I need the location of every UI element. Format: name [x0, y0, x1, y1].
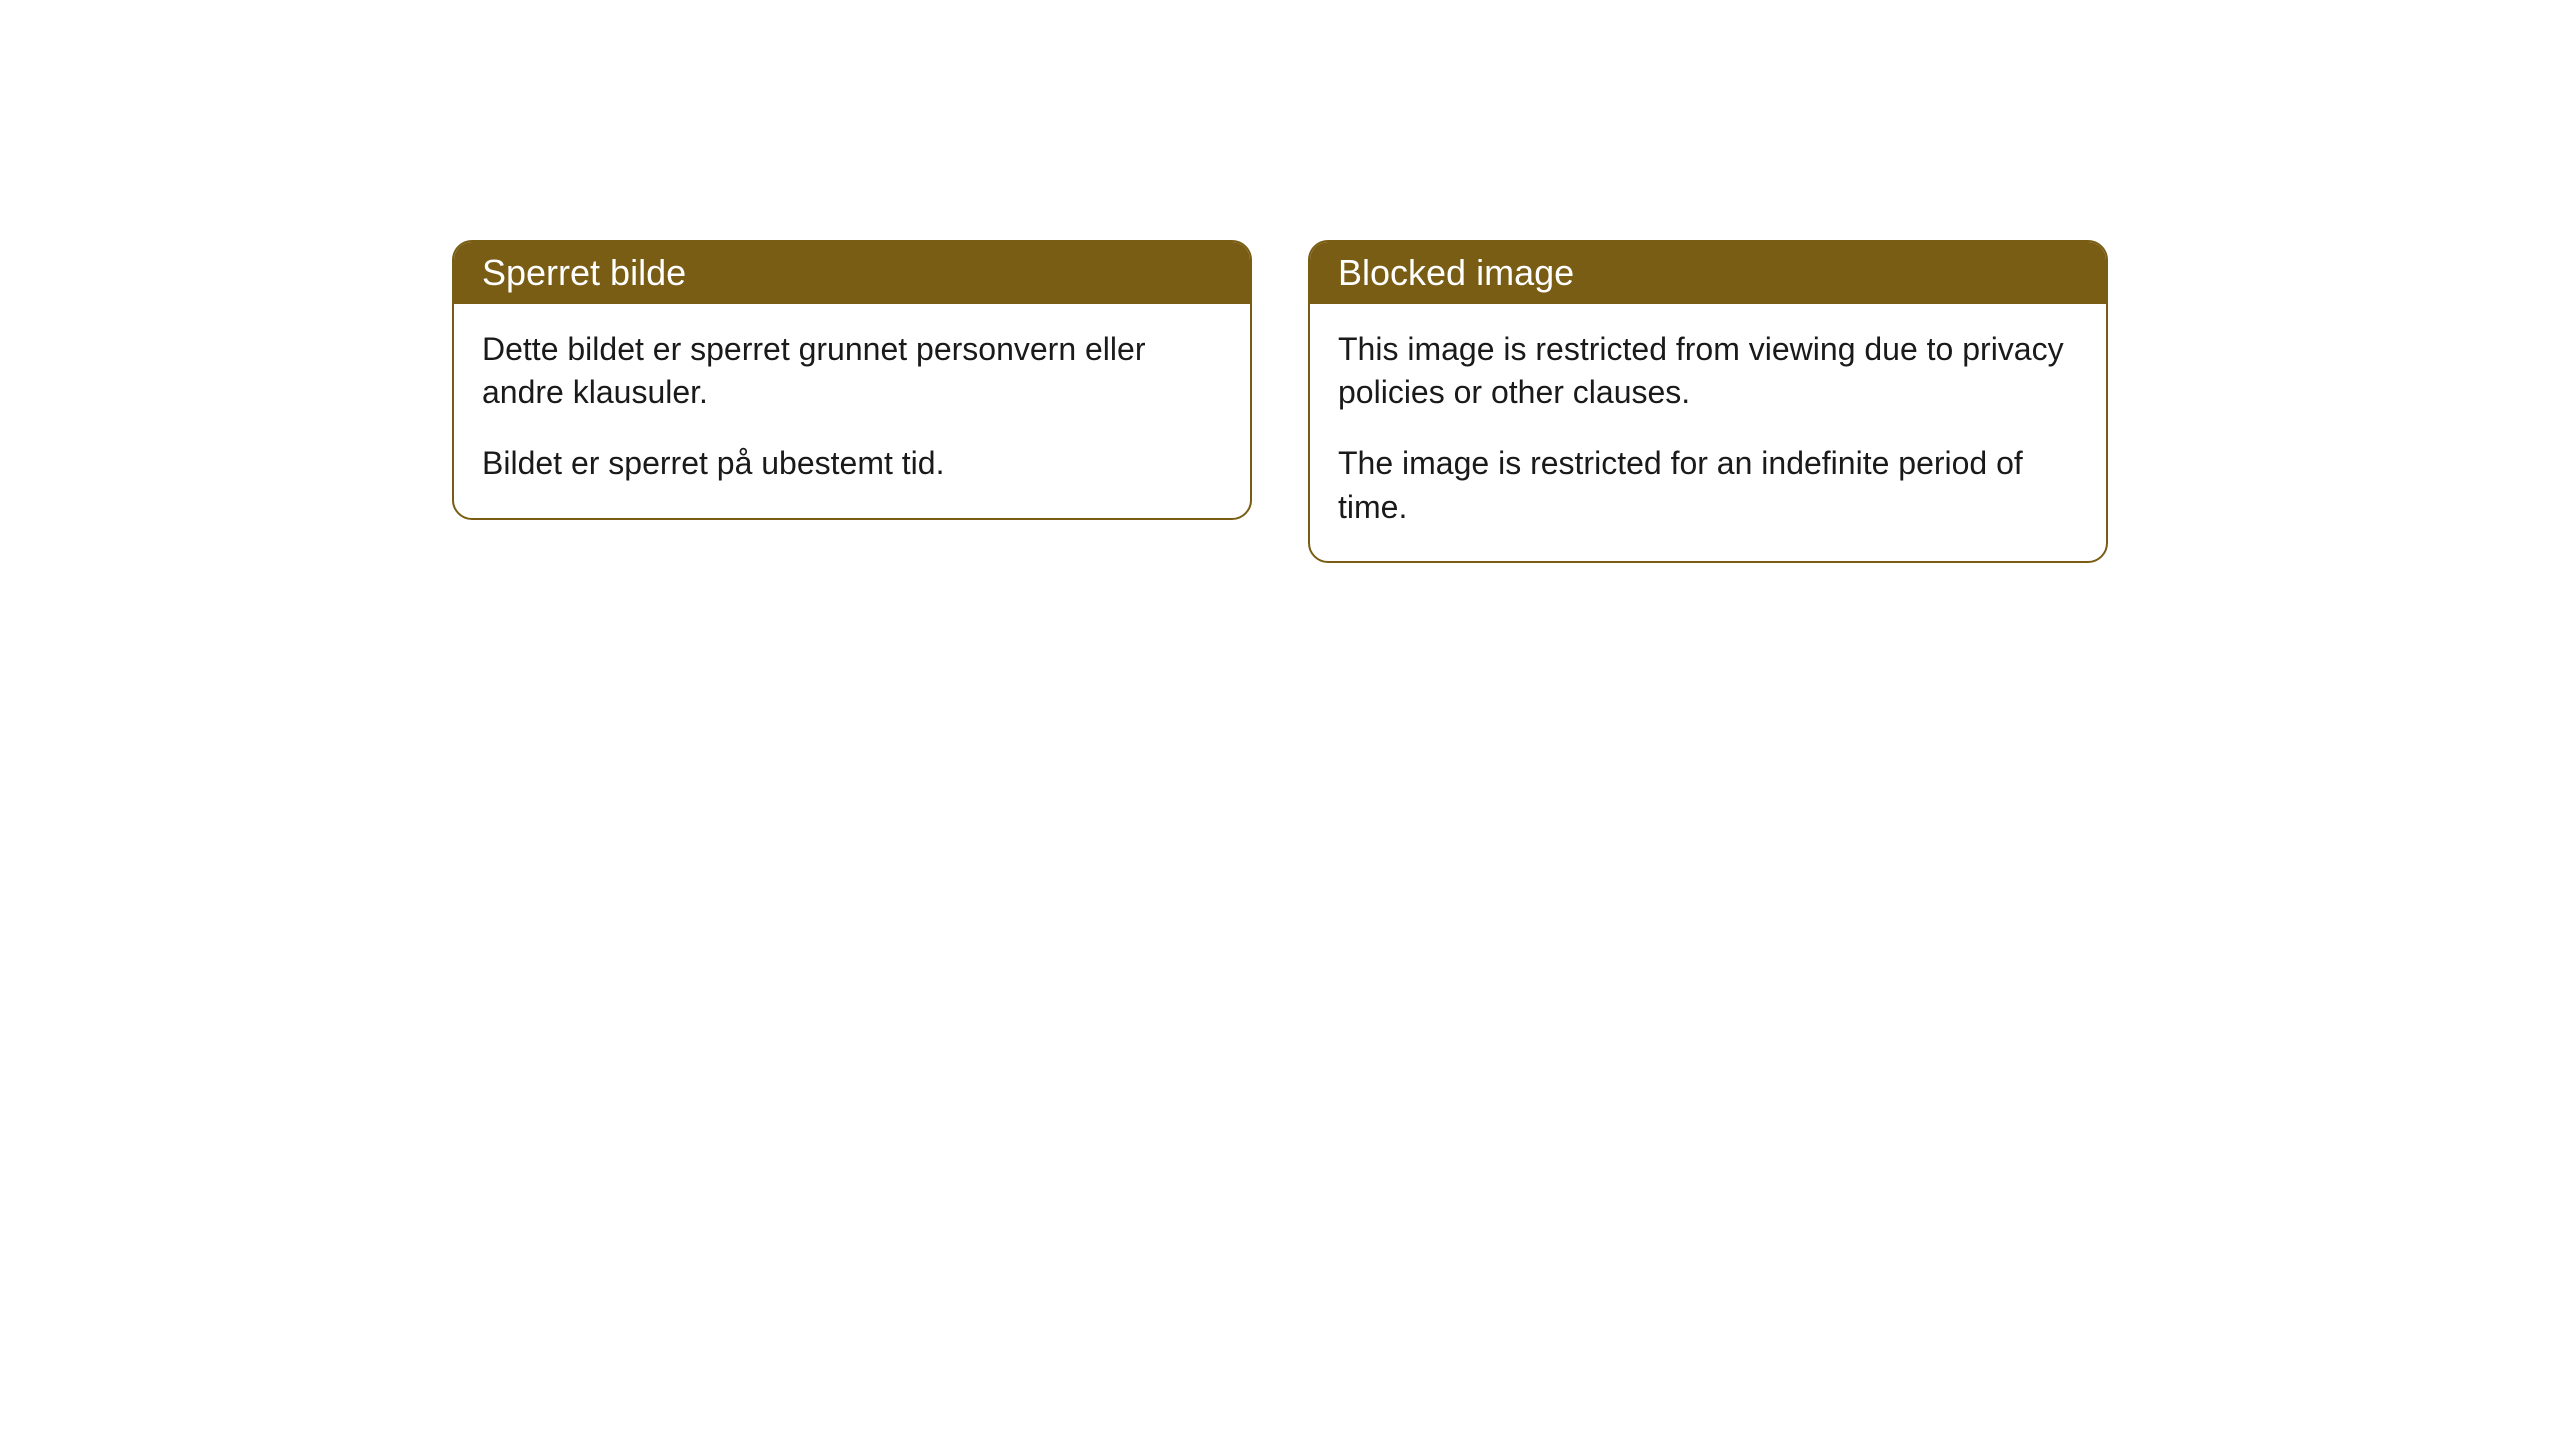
- card-paragraph: Bildet er sperret på ubestemt tid.: [482, 442, 1222, 485]
- card-header: Sperret bilde: [454, 242, 1250, 304]
- card-header: Blocked image: [1310, 242, 2106, 304]
- blocked-image-card-norwegian: Sperret bilde Dette bildet er sperret gr…: [452, 240, 1252, 520]
- card-paragraph: The image is restricted for an indefinit…: [1338, 442, 2078, 528]
- card-title: Blocked image: [1338, 252, 1574, 293]
- card-body: Dette bildet er sperret grunnet personve…: [454, 304, 1250, 518]
- card-paragraph: Dette bildet er sperret grunnet personve…: [482, 328, 1222, 414]
- card-title: Sperret bilde: [482, 252, 686, 293]
- card-body: This image is restricted from viewing du…: [1310, 304, 2106, 561]
- blocked-image-card-english: Blocked image This image is restricted f…: [1308, 240, 2108, 563]
- card-paragraph: This image is restricted from viewing du…: [1338, 328, 2078, 414]
